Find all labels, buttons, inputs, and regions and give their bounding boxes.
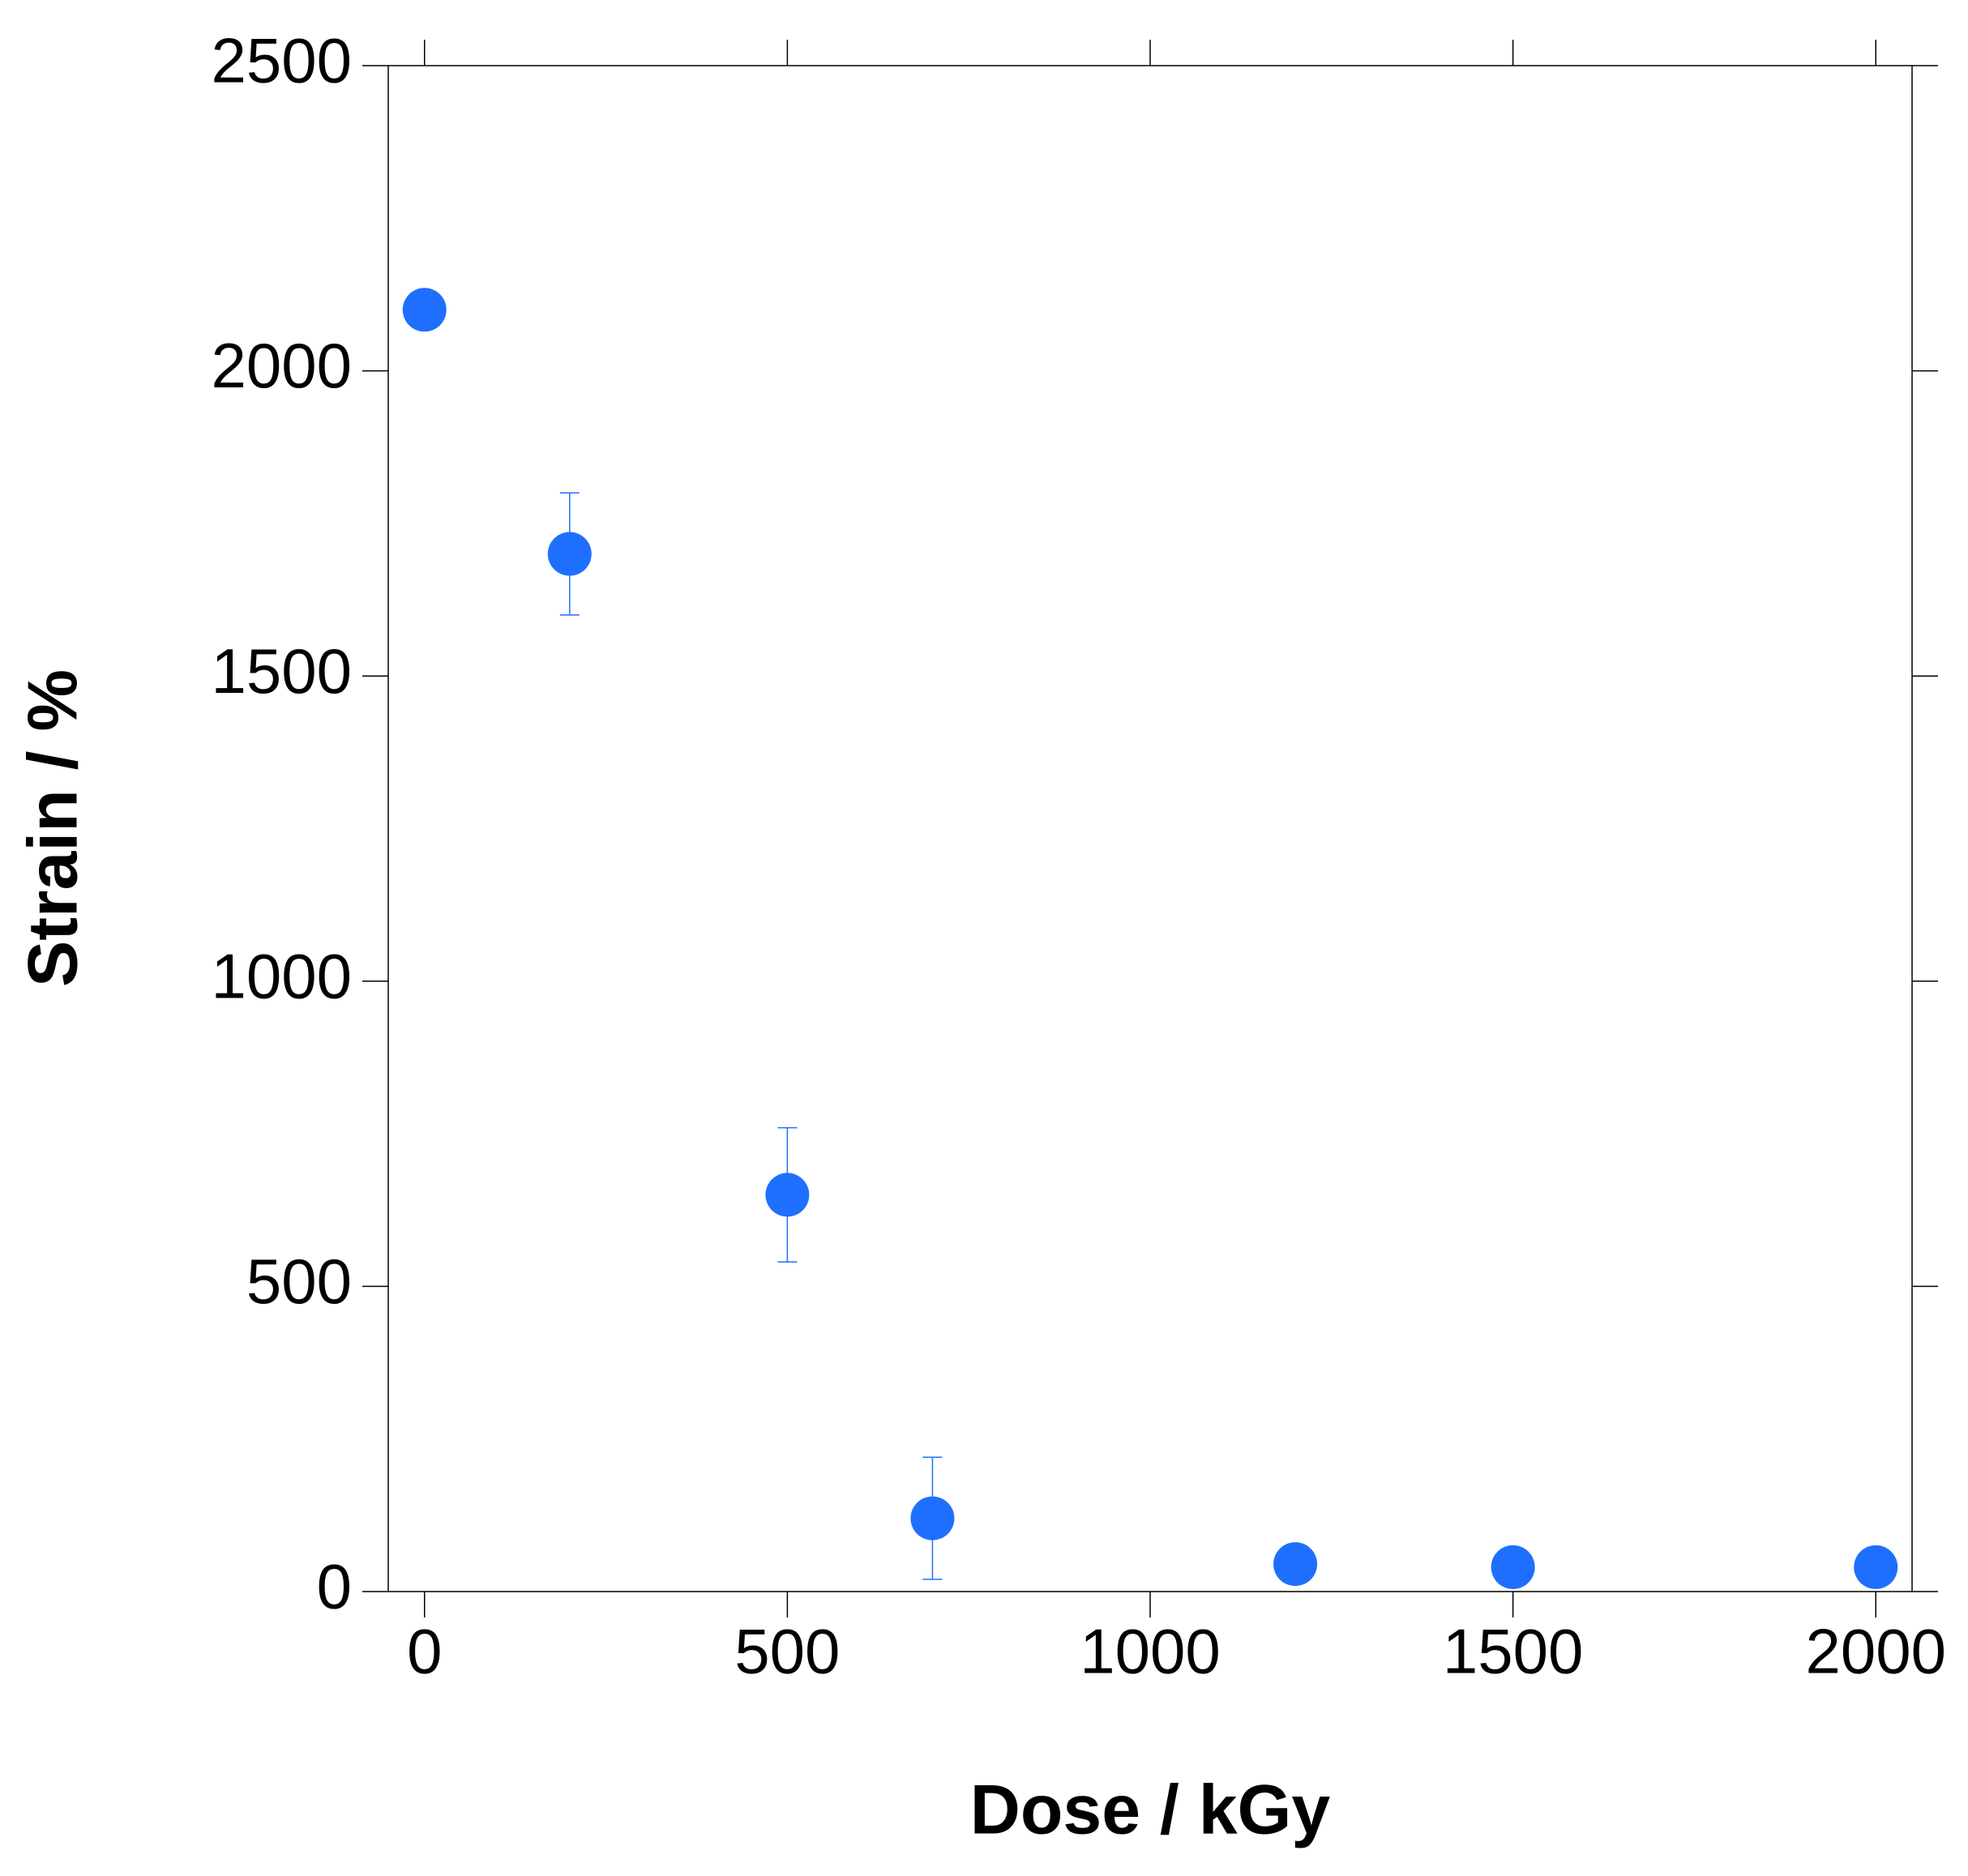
point [910,1496,955,1541]
y-tick-label: 1000 [211,940,352,1011]
y-tick-label: 2000 [211,330,352,401]
x-tick-label: 1500 [1443,1616,1584,1687]
x-tick-label: 1000 [1080,1616,1221,1687]
y-tick-label: 0 [317,1551,352,1622]
y-axis-title: Strain / % [15,669,92,987]
point [402,288,447,332]
y-tick-label: 500 [246,1246,352,1317]
point [1854,1545,1898,1589]
point [765,1173,810,1217]
point [1273,1542,1318,1587]
y-tick-label: 1500 [211,635,352,707]
y-tick-label: 2500 [211,25,352,96]
x-tick-label: 2000 [1805,1616,1946,1687]
point [1491,1545,1535,1589]
x-tick-label: 0 [407,1616,442,1687]
x-tick-label: 500 [734,1616,840,1687]
x-axis-title: Dose / kGy [970,1771,1331,1849]
point [547,532,592,576]
plot-frame [387,65,1913,1592]
